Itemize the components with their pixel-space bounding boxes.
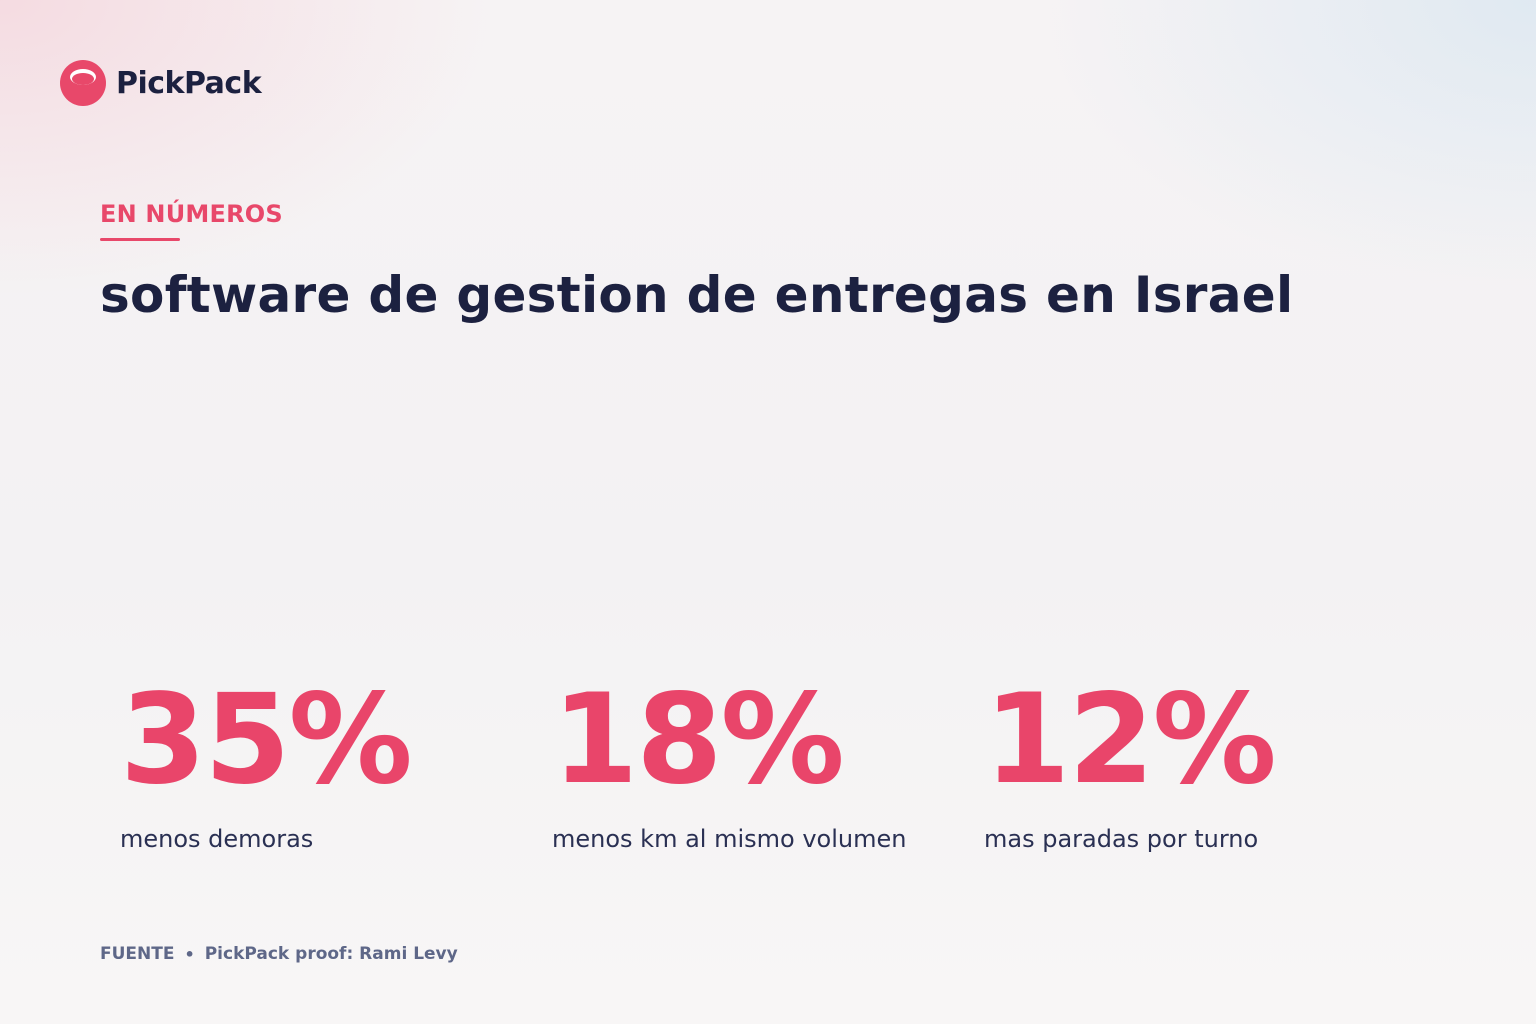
section-eyebrow: EN NÚMEROS [100, 200, 283, 228]
source-text: PickPack proof: Rami Levy [204, 944, 458, 964]
brand-header: PickPack [60, 60, 262, 106]
stat-value: 12% [984, 668, 1277, 812]
source-footer: FUENTE • PickPack proof: Rami Levy [100, 944, 458, 964]
stat-label: mas paradas por turno [984, 825, 1259, 853]
stat-item: 12% mas paradas por turno [984, 668, 1277, 854]
eyebrow-underline [100, 238, 180, 241]
source-separator: • [184, 944, 195, 964]
source-label: FUENTE [100, 944, 175, 964]
brand-name: PickPack [116, 65, 262, 101]
stat-label: menos demoras [120, 825, 314, 853]
stat-item: 35% menos demoras [120, 668, 413, 854]
page-title: software de gestion de entregas en Israe… [100, 266, 1294, 324]
stats-row: 35% menos demoras 18% menos km al mismo … [0, 670, 1536, 870]
stat-value: 18% [552, 668, 845, 812]
pickpack-logo-icon [60, 60, 106, 106]
stat-value: 35% [120, 668, 413, 812]
stat-label: menos km al mismo volumen [552, 825, 907, 853]
stat-item: 18% menos km al mismo volumen [552, 670, 906, 854]
